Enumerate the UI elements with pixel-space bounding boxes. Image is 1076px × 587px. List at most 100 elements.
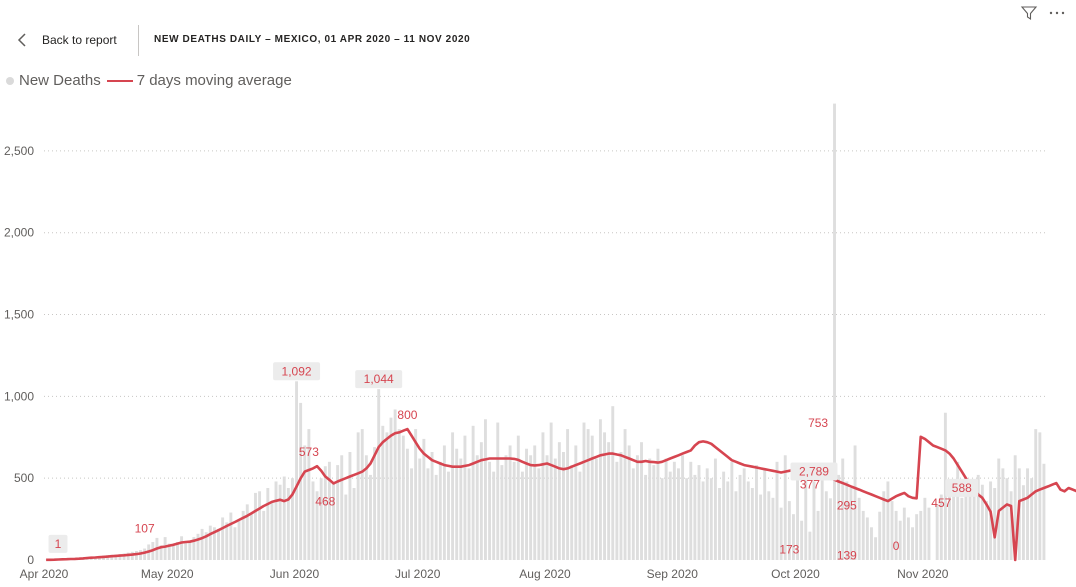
line-data-label: 173 bbox=[779, 543, 799, 557]
bar-new-deaths bbox=[985, 501, 988, 560]
bar-data-label-box bbox=[790, 462, 838, 481]
bar-new-deaths bbox=[656, 448, 660, 560]
bar-new-deaths bbox=[980, 484, 984, 560]
bar-new-deaths bbox=[783, 455, 787, 560]
bar-new-deaths bbox=[898, 520, 902, 560]
line-data-label: 107 bbox=[135, 521, 155, 535]
bar-new-deaths bbox=[188, 540, 192, 560]
bar-new-deaths bbox=[508, 445, 512, 560]
bar-new-deaths bbox=[927, 507, 931, 560]
bar-new-deaths bbox=[241, 510, 245, 560]
chart-legend: New Deaths 7 days moving average bbox=[6, 72, 292, 89]
bar-new-deaths bbox=[767, 491, 771, 560]
bar-new-deaths bbox=[459, 458, 463, 560]
bar-new-deaths bbox=[303, 445, 307, 560]
bar-new-deaths bbox=[701, 481, 705, 560]
bar-new-deaths bbox=[176, 542, 179, 560]
bar-new-deaths bbox=[217, 528, 220, 560]
bar-new-deaths bbox=[578, 471, 582, 560]
bar-new-deaths bbox=[886, 481, 890, 560]
bar-new-deaths bbox=[837, 474, 841, 560]
bar-new-deaths bbox=[167, 543, 171, 560]
bar-new-deaths bbox=[430, 452, 434, 560]
bar-data-label-box bbox=[48, 534, 68, 553]
bar-new-deaths bbox=[594, 458, 598, 560]
bar-new-deaths bbox=[410, 468, 413, 560]
bar-new-deaths bbox=[586, 429, 590, 560]
bar-new-deaths bbox=[533, 445, 537, 560]
bar-new-deaths bbox=[730, 461, 734, 560]
bar-new-deaths bbox=[939, 494, 943, 560]
y-tick-label: 2,500 bbox=[4, 144, 34, 158]
bar-new-deaths bbox=[640, 442, 643, 560]
bar-new-deaths bbox=[796, 478, 800, 560]
bar-new-deaths bbox=[791, 514, 795, 560]
y-tick-label: 500 bbox=[14, 471, 34, 485]
bar-new-deaths bbox=[841, 458, 845, 560]
bar-new-deaths bbox=[504, 455, 508, 560]
y-tick-label: 1,000 bbox=[4, 389, 34, 403]
bar-new-deaths bbox=[1009, 491, 1013, 560]
bar-new-deaths bbox=[615, 461, 619, 560]
bar-new-deaths bbox=[557, 442, 561, 560]
bar-new-deaths bbox=[212, 527, 216, 560]
bar-new-deaths bbox=[225, 522, 229, 560]
bar-data-label: 1 bbox=[55, 537, 62, 551]
bar-new-deaths bbox=[775, 461, 779, 560]
bar-new-deaths bbox=[369, 474, 372, 560]
bar-new-deaths bbox=[525, 448, 528, 560]
bar-new-deaths bbox=[171, 544, 175, 560]
bar-new-deaths bbox=[1038, 432, 1042, 560]
line-data-label: 468 bbox=[315, 494, 335, 508]
bar-new-deaths bbox=[360, 429, 364, 560]
bar-new-deaths bbox=[381, 425, 385, 560]
bar-new-deaths bbox=[652, 465, 656, 560]
bar-new-deaths bbox=[631, 468, 635, 560]
page-title: NEW DEATHS DAILY – MEXICO, 01 APR 2020 –… bbox=[154, 34, 471, 45]
bar-data-label: 1,044 bbox=[364, 372, 394, 386]
bar-new-deaths bbox=[512, 461, 516, 560]
bar-new-deaths bbox=[759, 494, 763, 560]
more-options-icon[interactable] bbox=[1048, 4, 1066, 22]
bar-new-deaths bbox=[570, 465, 574, 560]
x-tick-label: Nov 2020 bbox=[897, 567, 949, 581]
filter-icon[interactable] bbox=[1020, 4, 1038, 22]
bar-new-deaths bbox=[1005, 478, 1009, 560]
bar-new-deaths bbox=[549, 422, 553, 560]
bar-new-deaths bbox=[718, 488, 721, 560]
bar-new-deaths bbox=[968, 481, 972, 560]
bar-new-deaths bbox=[204, 532, 208, 560]
bar-new-deaths bbox=[455, 448, 459, 560]
bar-new-deaths bbox=[755, 465, 758, 560]
bar-new-deaths bbox=[611, 406, 615, 560]
bar-new-deaths bbox=[952, 491, 956, 560]
bar-new-deaths bbox=[327, 461, 331, 560]
bar-new-deaths bbox=[200, 528, 204, 560]
x-tick-label: Oct 2020 bbox=[771, 567, 820, 581]
bar-new-deaths bbox=[397, 429, 401, 560]
bar-data-label: 0 bbox=[893, 539, 900, 553]
bar-new-deaths bbox=[857, 497, 861, 560]
bar-new-deaths bbox=[956, 461, 960, 560]
bar-new-deaths bbox=[804, 468, 808, 560]
bar-new-deaths bbox=[496, 422, 500, 560]
bar-new-deaths bbox=[254, 492, 257, 560]
bar-new-deaths bbox=[976, 474, 980, 560]
bar-new-deaths bbox=[118, 554, 122, 560]
bar-new-deaths bbox=[266, 488, 270, 560]
bar-new-deaths bbox=[1026, 468, 1029, 560]
bar-new-deaths bbox=[364, 455, 368, 560]
bar-new-deaths bbox=[779, 507, 783, 560]
bar-new-deaths bbox=[471, 425, 475, 560]
bar-new-deaths bbox=[566, 429, 570, 560]
back-to-report-button[interactable]: Back to report bbox=[14, 29, 117, 51]
bar-new-deaths bbox=[274, 481, 278, 560]
x-tick-label: Jun 2020 bbox=[270, 567, 320, 581]
bar-new-deaths bbox=[438, 461, 442, 560]
bar-new-deaths bbox=[911, 527, 914, 560]
bar-new-deaths bbox=[130, 551, 134, 560]
bar-new-deaths bbox=[245, 504, 249, 560]
bar-new-deaths bbox=[598, 419, 602, 560]
bar-data-label: 1,092 bbox=[282, 364, 312, 378]
bar-new-deaths bbox=[828, 498, 832, 560]
